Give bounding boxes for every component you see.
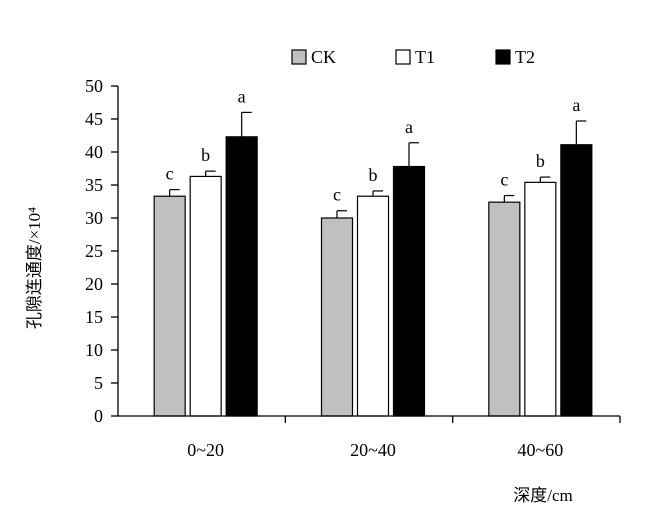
legend: CK T1 T2 — [291, 47, 535, 67]
significance-letter: c — [500, 170, 508, 190]
x-tick-label: 40~60 — [517, 440, 563, 460]
bar — [320, 217, 354, 417]
x-tick-label: 20~40 — [350, 440, 396, 460]
significance-letter: b — [536, 151, 545, 171]
significance-letter: a — [572, 95, 580, 115]
y-tick-label: 15 — [85, 307, 103, 327]
y-tick-label: 35 — [85, 175, 103, 195]
y-tick-label: 20 — [85, 274, 103, 294]
y-tick-label: 45 — [85, 109, 103, 129]
bar — [153, 195, 186, 417]
y-tick-label: 30 — [85, 208, 103, 228]
legend-label: T2 — [515, 47, 535, 67]
x-axis: 0~20 20~40 40~60 — [118, 415, 621, 460]
x-tick-label: 0~20 — [187, 440, 224, 460]
significance-letter: a — [405, 117, 413, 137]
significance-letter: c — [166, 164, 174, 184]
bar — [488, 201, 521, 417]
error-bars — [169, 111, 587, 218]
y-tick-label: 40 — [85, 142, 103, 162]
significance-letter: c — [333, 185, 341, 205]
y-tick-label: 50 — [85, 76, 103, 96]
y-tick-label: 10 — [85, 340, 103, 360]
legend-swatch — [495, 49, 511, 65]
y-tick-label: 5 — [94, 373, 103, 393]
y-tick-label: 0 — [94, 406, 103, 426]
significance-letter: a — [238, 86, 246, 106]
bar — [189, 175, 222, 417]
significance-letter: b — [369, 165, 378, 185]
y-axis: 0 5 10 15 20 25 30 35 40 45 50 — [85, 76, 119, 426]
significance-letter: b — [201, 145, 210, 165]
legend-swatch — [291, 49, 307, 65]
legend-label: T1 — [415, 47, 435, 67]
y-tick-label: 25 — [85, 241, 103, 261]
significance-labels: c b a c b a c b a — [166, 86, 581, 204]
x-axis-label: 深度/cm — [513, 486, 573, 505]
legend-label: CK — [311, 47, 336, 67]
bar — [356, 195, 390, 417]
y-axis-label: 孔隙连通度/×10⁴ — [25, 207, 44, 329]
bar — [392, 165, 426, 417]
legend-swatch — [395, 49, 411, 65]
bar — [524, 181, 557, 417]
bar — [225, 136, 258, 417]
bar — [560, 144, 593, 417]
